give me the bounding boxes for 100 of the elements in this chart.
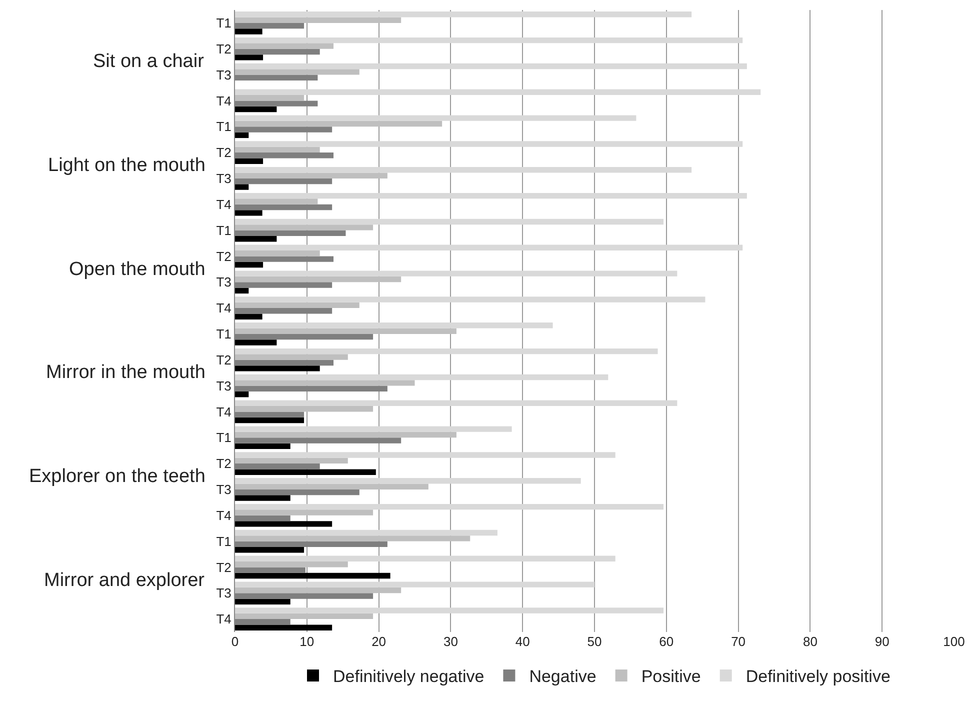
bar [235, 478, 581, 484]
bar [235, 146, 320, 153]
text: Mirror and explorer [44, 570, 206, 591]
y-tick-label: T1 [216, 326, 232, 342]
bar [235, 354, 348, 360]
y-tick-label: T2 [216, 248, 232, 264]
y-tick-label: T3 [216, 171, 232, 186]
bar [235, 302, 360, 308]
legend-label: Definitively positive [746, 667, 890, 686]
bar [235, 288, 249, 294]
text: Sit on a chair [93, 51, 205, 72]
y-tick-label: T2 [216, 41, 232, 56]
x-tick-label: 80 [802, 634, 818, 649]
text: Explorer on the teeth [29, 466, 206, 487]
bar [235, 432, 456, 438]
y-tick-label: T2 [216, 352, 232, 368]
bar [235, 562, 348, 568]
bar [235, 484, 428, 490]
bar [235, 380, 415, 386]
x-tick-label: 60 [659, 634, 674, 649]
legend-label: Negative [529, 667, 596, 686]
y-tick-label: T1 [216, 430, 232, 446]
bar [235, 270, 678, 276]
y-tick-label: T2 [216, 560, 232, 575]
bar [235, 28, 262, 34]
bar [235, 495, 290, 501]
text: Light on the mouth [48, 155, 206, 176]
bar [235, 89, 761, 96]
bar [235, 120, 442, 127]
bar [235, 400, 678, 406]
bar [235, 328, 456, 334]
bar [235, 276, 402, 282]
bar [235, 417, 304, 424]
bar [235, 546, 304, 553]
bar [235, 572, 390, 579]
y-tick-label: T1 [216, 534, 232, 549]
bar [235, 115, 636, 121]
bar [235, 391, 249, 398]
bar [235, 443, 290, 450]
bar [235, 262, 264, 268]
bar [235, 43, 334, 49]
bar [235, 17, 402, 23]
x-tick-label: 100 [943, 634, 965, 649]
bar [235, 12, 692, 18]
bar [235, 366, 320, 372]
bar [235, 63, 747, 70]
y-tick-label: T4 [216, 612, 232, 627]
x-tick-label: 0 [231, 634, 239, 649]
bar [235, 296, 706, 302]
y-tick-label: T1 [216, 222, 232, 238]
bar [235, 167, 692, 173]
bar [235, 132, 249, 138]
x-tick-label: 10 [300, 634, 314, 649]
bar [235, 613, 374, 620]
y-tick-label: T3 [216, 482, 232, 498]
legend-label: Definitively negative [333, 667, 484, 686]
bar [235, 587, 402, 594]
text: Mirror in the mouth [46, 362, 206, 383]
y-tick-label: T2 [216, 145, 232, 160]
bar [235, 192, 747, 199]
bar [235, 218, 664, 225]
bar [235, 244, 743, 251]
y-tick-label: T2 [216, 456, 232, 472]
bar [235, 598, 290, 605]
bar [235, 210, 262, 216]
bar [235, 172, 388, 178]
bar [235, 236, 277, 242]
bar [235, 95, 304, 101]
bar [235, 54, 264, 60]
bar [235, 250, 320, 256]
bar [235, 536, 470, 542]
bar [235, 69, 360, 75]
bar [235, 582, 594, 588]
y-tick-label: T4 [216, 508, 232, 523]
x-tick-label: 40 [515, 634, 530, 649]
x-tick-label: 90 [874, 634, 890, 649]
y-tick-label: T4 [216, 196, 232, 212]
y-tick-label: T3 [216, 67, 232, 82]
y-tick-label: T1 [216, 119, 232, 134]
bar [235, 521, 332, 527]
bar [235, 406, 374, 412]
y-tick-label: T4 [216, 300, 232, 316]
bar [235, 504, 664, 510]
x-tick-label: 50 [587, 634, 602, 649]
bar [235, 158, 264, 164]
bar [235, 198, 318, 204]
x-tick-label: 30 [443, 634, 458, 649]
bar [235, 348, 658, 354]
y-tick-label: T3 [216, 378, 232, 394]
bar [235, 340, 277, 346]
bar [235, 458, 348, 464]
bar [235, 624, 332, 630]
bar [235, 530, 498, 536]
y-tick-label: T4 [216, 93, 232, 108]
bar [235, 184, 249, 190]
text: Open the mouth [69, 259, 206, 280]
bar [235, 426, 512, 432]
y-tick-label: T4 [216, 404, 232, 420]
bar [235, 224, 374, 230]
bar [235, 452, 616, 458]
